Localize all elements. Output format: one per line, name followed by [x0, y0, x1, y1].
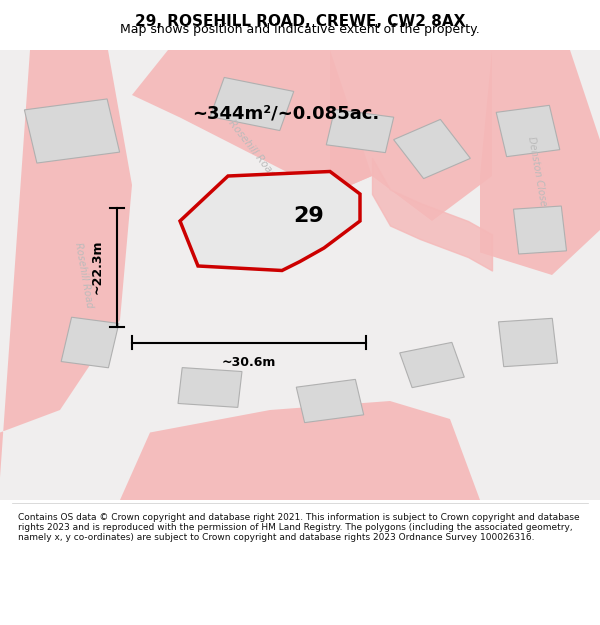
Polygon shape — [0, 50, 132, 478]
Polygon shape — [400, 342, 464, 388]
Polygon shape — [25, 99, 119, 163]
Text: Denston Close: Denston Close — [526, 136, 548, 207]
Text: Rosehill Road: Rosehill Road — [226, 118, 278, 180]
Text: ~30.6m: ~30.6m — [222, 356, 276, 369]
Polygon shape — [296, 379, 364, 423]
Polygon shape — [120, 401, 480, 500]
Text: ~22.3m: ~22.3m — [91, 240, 104, 294]
Text: Map shows position and indicative extent of the property.: Map shows position and indicative extent… — [120, 23, 480, 36]
Polygon shape — [180, 171, 360, 271]
Polygon shape — [210, 78, 294, 131]
Polygon shape — [61, 318, 119, 368]
Text: Contains OS data © Crown copyright and database right 2021. This information is : Contains OS data © Crown copyright and d… — [18, 512, 580, 542]
Polygon shape — [330, 50, 492, 221]
Polygon shape — [132, 50, 372, 194]
Text: Rosehill Road: Rosehill Road — [73, 241, 95, 309]
Polygon shape — [394, 119, 470, 179]
Polygon shape — [326, 109, 394, 152]
Text: 29, ROSEHILL ROAD, CREWE, CW2 8AX: 29, ROSEHILL ROAD, CREWE, CW2 8AX — [135, 14, 465, 29]
Text: 29: 29 — [293, 206, 324, 226]
Text: ~344m²/~0.085ac.: ~344m²/~0.085ac. — [192, 104, 379, 122]
Polygon shape — [496, 106, 560, 157]
Polygon shape — [480, 50, 600, 275]
Polygon shape — [514, 206, 566, 254]
Polygon shape — [178, 368, 242, 408]
Polygon shape — [499, 318, 557, 367]
Polygon shape — [256, 176, 320, 221]
